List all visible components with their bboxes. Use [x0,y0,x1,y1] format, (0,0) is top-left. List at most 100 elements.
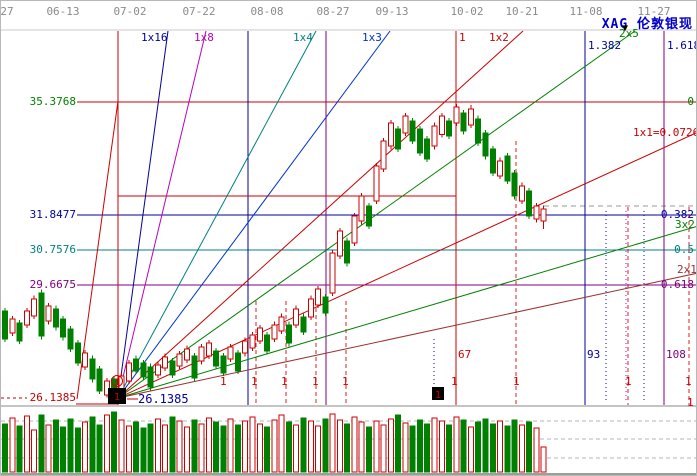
gann-fan-line [117,226,696,399]
candle-body [475,118,482,144]
anchor-box-label: 1 [435,390,441,401]
candle-body [278,316,285,332]
volume-bar [482,418,489,473]
volume-bar [497,420,504,473]
volume-bar [89,416,96,473]
candle-body [52,308,59,328]
gann-fan-line [117,30,524,399]
price-label: 30.7576 [29,243,76,256]
gann-fan-label: 1x2 [489,31,509,44]
gann-fan-line [117,30,169,399]
volume-bar [315,425,322,473]
volume-bar [205,417,212,473]
volume-bar [125,425,132,473]
candle-body [497,160,504,177]
origin-box-label: 1 [114,392,120,403]
candle-body [366,205,372,227]
volume-bar [162,424,169,473]
fib-timezone-label: 1 [687,396,694,409]
candle-body [518,185,525,202]
fib-timezone-label: 1 [625,375,632,388]
volume-bar [344,423,351,473]
gann-fan-label: 1x16 [141,31,168,44]
date-label: 06-13 [46,5,80,18]
candle-body [60,318,67,338]
candle-body [23,310,30,326]
candle-body [322,296,329,314]
volume-bar [453,416,460,473]
volume-bar [511,419,518,473]
volume-bar [256,423,263,473]
time-extension-label: 1.618 [667,39,697,52]
candle-body [409,120,416,142]
candle-body [533,205,540,220]
candle-body [198,346,205,362]
candle-body [96,368,103,392]
volume-bar [154,418,161,473]
fib-timezone-label: 1 [685,375,692,388]
volume-bar [242,420,249,473]
volume-bar [9,417,16,473]
candle-body [147,366,154,388]
date-label: 27 [0,5,14,18]
candle-body [169,360,176,376]
candle-body [125,362,132,382]
candle-body [162,356,169,369]
volume-bar [82,421,89,473]
candle-body [431,125,438,147]
price-label: 35.3768 [29,95,76,108]
volume-bar [358,421,365,473]
volume-bar [336,419,343,473]
fib-level-label: 0.382 [660,208,694,221]
date-label: 09-13 [375,5,409,18]
candle-body [402,115,409,134]
volume-bar [60,426,67,473]
candle-body [373,165,380,202]
gann-fan-label: 1x3 [362,31,382,44]
gann-fan-label: 1x8 [194,31,214,44]
date-label: 08-27 [316,5,350,18]
volume-bar [307,420,314,473]
origin-marker-box [108,388,126,404]
candle-body [446,120,453,137]
candle-body [300,316,307,333]
volume-bar [140,427,147,473]
volume-bar [351,416,358,473]
candle-body [234,352,241,372]
volume-bar [38,414,45,473]
date-label: 11-27 [637,5,671,18]
candle-body [467,108,474,126]
candle-body [67,328,74,350]
candle-body [220,355,227,374]
candle-body [358,195,365,222]
candle-body [329,252,336,294]
candle-body [511,172,518,197]
fib-timezone-label: 1 [451,375,458,388]
volume-bar [380,424,387,473]
price-label: 31.8477 [29,208,76,221]
gann-fan-label: 1x4 [293,31,313,44]
fib-timezone-label: 1 [312,375,319,388]
date-label: 08-08 [250,5,284,18]
volume-bar [285,421,292,473]
candle-body [16,322,23,342]
candle-body [133,358,140,372]
gann-fan-line [117,272,696,399]
candle-body [184,348,190,361]
candle-body [416,128,423,154]
origin-marker-circle [111,375,123,387]
candle-body [380,140,387,170]
volume-bar [96,424,103,473]
volume-bar [67,418,74,473]
fib-timezone-label: 1 [251,375,258,388]
volume-bar [431,417,438,473]
symbol-title: XAG 伦敦银现 [601,17,693,32]
date-label: 10-02 [450,5,484,18]
down-arrow-marker: ▼ [622,23,629,34]
fib-timezone-label: 1 [513,375,520,388]
fib-timezone-label: 1 [342,375,349,388]
candle-body [74,342,81,364]
volume-bar [264,426,271,473]
